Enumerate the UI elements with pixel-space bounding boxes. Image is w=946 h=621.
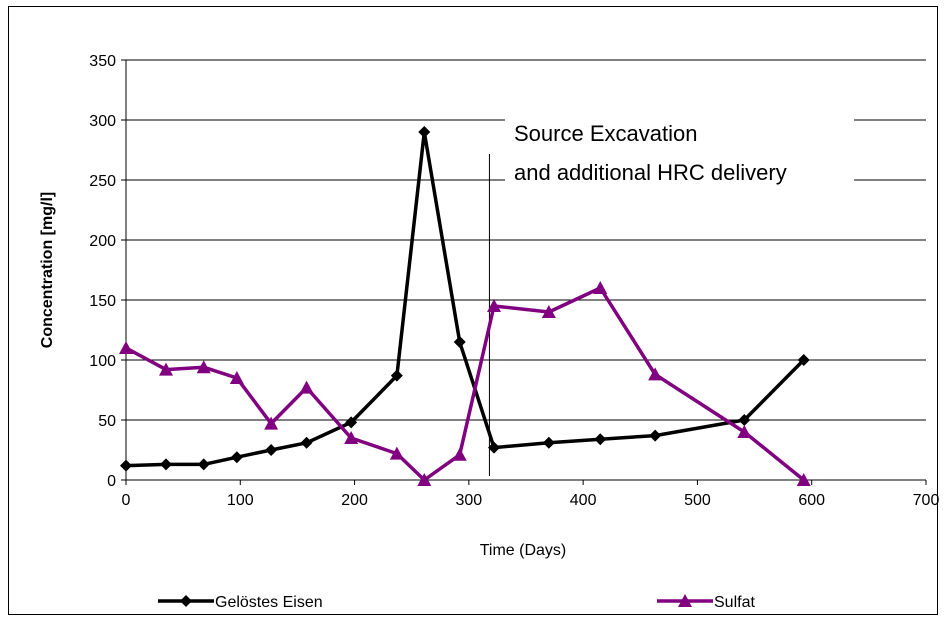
annotation: Source Excavation and additional HRC del… [488, 112, 854, 476]
x-tick-label: 700 [913, 492, 940, 509]
annotation-line-1: Source Excavation [514, 121, 697, 146]
data-point [417, 473, 432, 486]
y-tick-labels: 0 50 100 150 200 250 300 350 [89, 53, 116, 490]
data-point [594, 433, 607, 446]
data-point [542, 436, 555, 449]
data-point [265, 444, 278, 456]
data-point [738, 414, 751, 426]
legend-item: Gelöstes Eisen [158, 594, 323, 611]
data-point [160, 458, 172, 471]
data-point [196, 360, 211, 374]
annotation-line-2: and additional HRC delivery [514, 160, 787, 185]
data-point [345, 416, 358, 429]
x-axis-title: Time (Days) [480, 542, 567, 559]
data-point [299, 380, 314, 394]
legend-label: Gelöstes Eisen [215, 594, 323, 611]
data-point [300, 436, 313, 449]
y-tick-label: 250 [89, 173, 116, 190]
y-tick-label: 100 [89, 353, 116, 370]
data-point [230, 451, 243, 464]
data-point [648, 367, 663, 381]
x-tick-label: 600 [798, 492, 825, 509]
data-point [229, 371, 244, 384]
series-1 [119, 281, 811, 486]
x-tick-label: 500 [684, 492, 711, 509]
x-tick-label: 100 [227, 492, 254, 509]
data-point [487, 299, 501, 312]
series-layer [119, 126, 811, 486]
y-tick-label: 350 [89, 53, 116, 70]
data-point [344, 431, 359, 444]
data-point [418, 126, 431, 138]
x-tick-label: 400 [570, 492, 597, 509]
x-tick-label: 200 [341, 492, 368, 509]
data-point [737, 425, 752, 438]
data-point [453, 336, 466, 348]
data-point [796, 473, 811, 486]
y-tick-label: 300 [89, 113, 116, 130]
legend: Gelöstes Eisen Sulfat [158, 594, 755, 611]
y-tick-label: 150 [89, 293, 116, 310]
data-point [119, 341, 133, 354]
legend-label: Sulfat [714, 594, 755, 611]
x-tick-label: 300 [456, 492, 483, 509]
data-point [159, 362, 173, 376]
data-point [797, 354, 810, 366]
series-0 [120, 126, 810, 472]
annotation-background [505, 112, 854, 188]
data-point [488, 441, 500, 454]
legend-marker [678, 594, 692, 607]
legend-item: Sulfat [657, 594, 755, 611]
y-tick-label: 50 [98, 413, 116, 430]
data-point [541, 305, 556, 318]
y-tick-label: 200 [89, 233, 116, 250]
series-line [125, 130, 805, 468]
x-tick-label: 0 [122, 492, 131, 509]
series-line [125, 286, 805, 482]
axes [121, 59, 927, 485]
data-point [390, 369, 403, 382]
chart-frame [8, 6, 938, 615]
data-point [389, 446, 404, 460]
data-point [264, 416, 279, 430]
y-axis-title: Concentration [mg/l] [39, 192, 56, 348]
data-point [593, 281, 608, 294]
data-point [120, 459, 132, 472]
data-point [197, 458, 210, 471]
data-point [452, 447, 467, 461]
y-tick-label: 0 [107, 473, 116, 490]
x-tick-labels: 0 100 200 300 400 500 600 700 [122, 492, 940, 509]
legend-marker [180, 595, 192, 607]
data-point [649, 429, 662, 442]
